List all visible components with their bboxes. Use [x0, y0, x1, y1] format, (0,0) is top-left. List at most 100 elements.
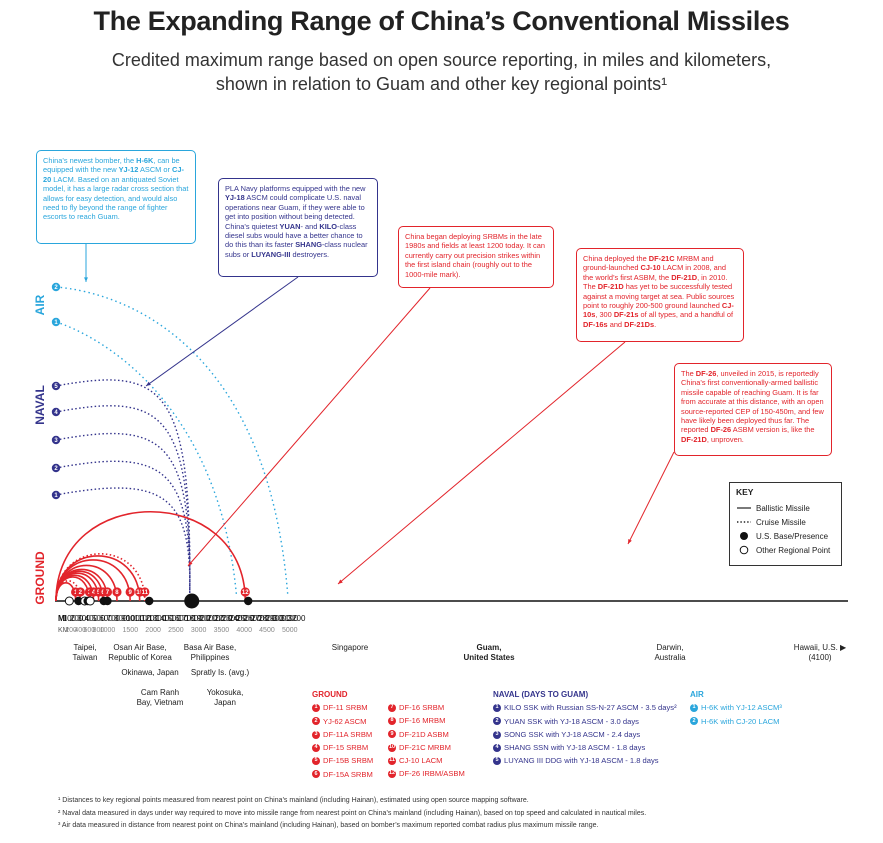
legend-number-badge: 2 [690, 717, 698, 726]
mile-tick-label: 3000 [273, 614, 291, 623]
note-srbm: China began deploying SRBMs in the late … [398, 226, 554, 288]
air-marker-num: 1 [54, 320, 58, 326]
km-tick-label: 400 [74, 627, 86, 634]
naval-marker [51, 490, 61, 500]
chart-title: The Expanding Range of China’s Conventio… [93, 6, 790, 36]
df21-callout-line-arrowhead [338, 579, 343, 584]
place-darwin: Darwin, Australia [654, 643, 686, 662]
ground-marker-num: 9 [128, 590, 132, 596]
legend-number-badge: 1 [493, 703, 501, 712]
ground-legend-item: 5 DF-15B SRBM [312, 754, 402, 767]
place-basa: Basa Air Base, Philippines [183, 643, 237, 662]
ground-range-arc [55, 553, 146, 602]
solid-line-icon [736, 506, 752, 510]
naval-marker-num: 5 [54, 384, 58, 390]
mile-tick-label: 1400 [156, 614, 174, 623]
mile-tick-label: 1900 [192, 614, 210, 623]
place-camranh: Cam Ranh Bay, Vietnam [136, 688, 184, 707]
legend-naval: NAVAL (DAYS TO GUAM) 1 KILO SSK with Russ… [493, 688, 693, 768]
km-tick-label: 600 [83, 627, 95, 634]
mile-tick-label: 2100 [207, 614, 225, 623]
legend-number-badge: 2 [493, 717, 501, 726]
x-unit-km: KM [58, 627, 69, 634]
ground-range-arc [55, 511, 247, 602]
mile-tick-label: 400 [85, 614, 99, 623]
ground-legend-item: 2 YJ-62 ASCM [312, 715, 402, 728]
ground-legend-item: 8 DF-16 MRBM [388, 714, 478, 727]
key-cruise-label: Cruise Missile [756, 517, 806, 527]
filled-dot-icon [736, 531, 752, 541]
legend-number-badge: 7 [388, 703, 396, 712]
air-callout-line-arrowhead [84, 277, 88, 282]
legend-item-label: DF-26 IRBM/ASBM [399, 769, 465, 779]
legend-number-badge: 11 [388, 756, 396, 765]
ground-marker [140, 587, 150, 597]
note-df21: China deployed the DF-21C MRBM and groun… [576, 248, 744, 342]
mile-tick-label: 1700 [178, 614, 196, 623]
ground-marker [102, 587, 113, 597]
ground-marker-num: 7 [106, 590, 110, 596]
km-tick-label: 800 [93, 627, 105, 634]
footnote-3: ³ Air data measured in distance from nea… [58, 822, 599, 830]
ground-marker [75, 587, 85, 597]
naval-marker [51, 463, 61, 473]
srbm-callout-line-arrowhead [188, 561, 193, 566]
key-base: U.S. Base/Presence [736, 529, 835, 543]
ground-legend-item: 9 DF-21D ASBM [388, 728, 478, 741]
key-regional: Other Regional Point [736, 543, 835, 557]
naval-marker-num: 1 [54, 493, 58, 499]
ground-legend-item: 11 CJ-10 LACM [388, 754, 478, 767]
mile-tick-label: 2500 [236, 614, 254, 623]
legend-number-badge: 1 [312, 703, 320, 712]
naval-callout-line-arrowhead [146, 381, 151, 386]
legend-item-label: SHANG SSN with YJ-18 ASCM - 1.8 days [504, 743, 646, 753]
ground-legend-item: 7 DF-16 SRBM [388, 701, 478, 714]
mile-tick-label: 1100 [134, 614, 152, 623]
km-tick-label: 4000 [236, 627, 252, 634]
place-taipei: Taipei, Taiwan [72, 643, 98, 662]
ground-legend-item: 4 DF-15 SRBM [312, 741, 402, 754]
us-base-point [243, 596, 253, 606]
legend-item-label: DF-15A SRBM [323, 769, 373, 779]
key-cruise: Cruise Missile [736, 515, 835, 529]
legend-number-badge: 3 [312, 730, 320, 739]
ground-marker-num: 12 [242, 590, 249, 596]
srbm-callout-line [187, 287, 431, 567]
x-unit-miles: MI [58, 614, 67, 623]
legend-ground-col-b: 7 DF-16 SRBM 8 DF-16 MRBM 9 DF-21D ASBM 10 DF-2… [388, 701, 478, 781]
legend-item-label: YJ-62 ASCM [323, 716, 367, 726]
legend-number-badge: 9 [388, 730, 396, 739]
note-df26: The DF-26, unveiled in 2015, is reported… [674, 363, 832, 456]
ground-marker-num: 4 [92, 590, 96, 596]
mile-tick-label: 200 [70, 614, 84, 623]
naval-marker [51, 381, 61, 391]
open-dot-icon [736, 545, 752, 555]
naval-marker-num: 3 [54, 438, 58, 444]
legend-item-label: H-6K with YJ-12 ASCM³ [701, 703, 782, 713]
mile-tick-label: 700 [107, 614, 121, 623]
ground-legend-item: 12 DF-26 IRBM/ASBM [388, 767, 478, 780]
legend-item-label: H-6K with CJ-20 LACM [701, 716, 780, 726]
key-ballistic-label: Ballistic Missile [756, 503, 810, 513]
footnote-1: ¹ Distances to key regional points measu… [58, 797, 529, 804]
mile-tick-label: 1300 [148, 614, 166, 623]
mile-tick-label: 2600 [244, 614, 262, 623]
km-tick-label: 5000 [282, 627, 298, 634]
naval-marker [51, 407, 61, 417]
legend-number-badge: 10 [388, 743, 396, 752]
air-range-line [55, 286, 289, 596]
air-range-line [55, 321, 238, 596]
km-tick-label: 3500 [214, 627, 230, 634]
key-regional-label: Other Regional Point [756, 545, 831, 555]
guam-point [184, 593, 200, 609]
df26-callout-line [627, 451, 675, 545]
legend-item-label: CJ-10 LACM [399, 756, 443, 766]
naval-marker-num: 2 [54, 466, 58, 472]
naval-callout-line [145, 276, 299, 387]
ground-marker [125, 587, 135, 597]
note-air: China’s newest bomber, the H-6K, can be … [36, 150, 196, 244]
key-ballistic: Ballistic Missile [736, 501, 835, 515]
legend-item-label: DF-11 SRBM [323, 703, 368, 713]
legend-number-badge: 5 [493, 757, 501, 766]
legend-item-label: DF-21D ASBM [399, 729, 449, 739]
